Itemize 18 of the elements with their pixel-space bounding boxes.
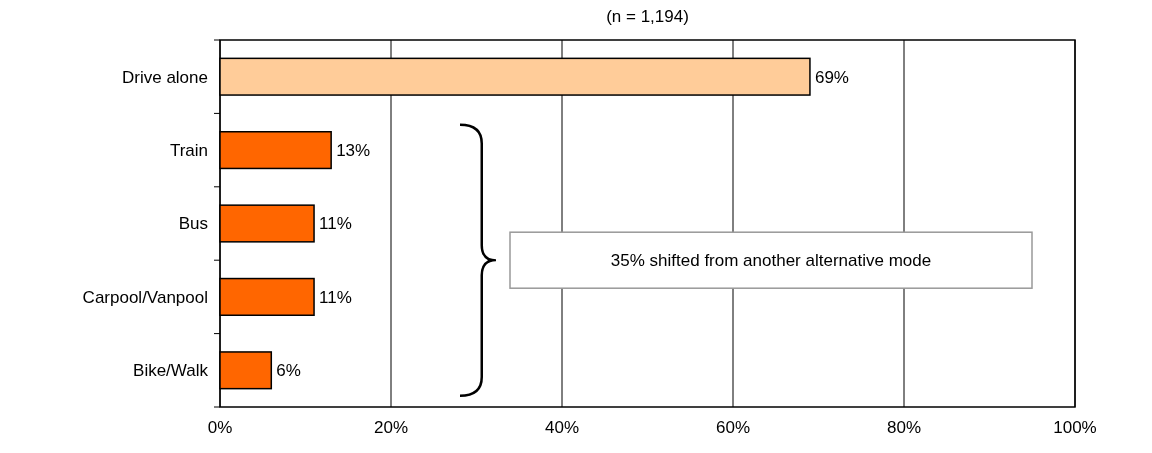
y-tick-label: Carpool/Vanpool: [82, 287, 208, 307]
y-tick-label: Bike/Walk: [133, 361, 209, 381]
annotation: 35% shifted from another alternative mode: [610, 251, 932, 271]
y-tick-label: Bus: [178, 214, 208, 234]
data-label: 69%: [814, 67, 849, 87]
data-label: 11%: [319, 214, 352, 234]
data-label: 11%: [319, 287, 352, 307]
x-tick-label: 20%: [373, 418, 409, 437]
chart-title: (n = 1,194): [606, 7, 689, 26]
y-tick-label: Train: [169, 141, 208, 161]
data-label: 13%: [336, 141, 371, 161]
data-label: 6%: [276, 361, 301, 381]
x-tick-label: 0%: [207, 418, 233, 437]
y-tick-label: Drive alone: [122, 67, 208, 87]
x-tick-label: 60%: [715, 418, 751, 437]
x-tick-label: 100%: [1053, 418, 1097, 437]
x-tick-label: 40%: [544, 418, 580, 437]
x-tick-label: 80%: [886, 418, 922, 437]
